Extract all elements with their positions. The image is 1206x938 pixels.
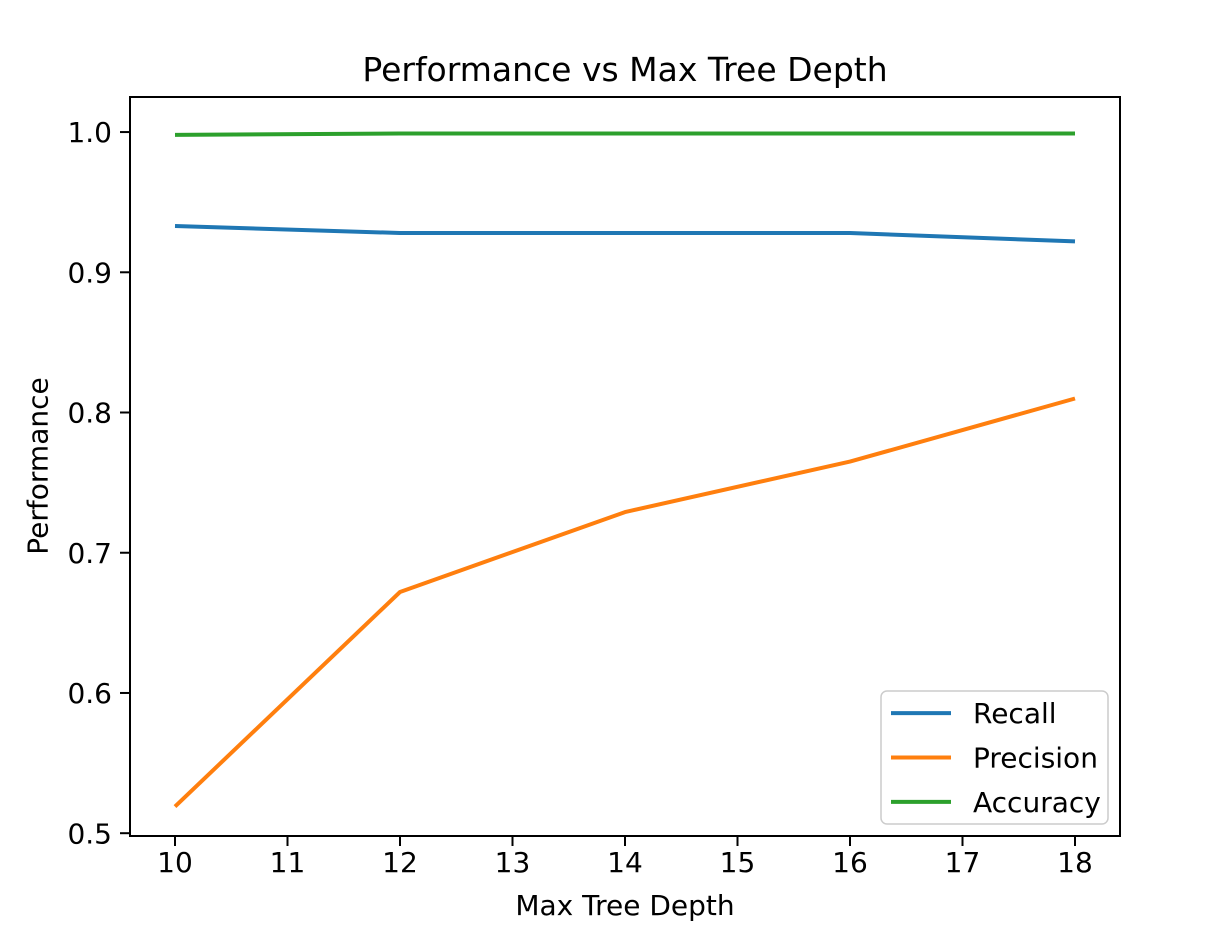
y-axis-label: Performance [21,377,55,555]
x-axis-tick-label: 17 [945,846,981,879]
y-axis-tick-label: 0.7 [67,537,112,570]
x-axis-label: Max Tree Depth [515,889,735,922]
legend-label-precision: Precision [973,742,1098,775]
legend-label-accuracy: Accuracy [973,786,1101,819]
x-axis-tick-label: 15 [720,846,756,879]
chart-title: Performance vs Max Tree Depth [362,50,888,89]
legend-label-recall: Recall [973,697,1057,730]
y-axis-tick-label: 0.5 [67,817,112,850]
x-axis-tick-label: 16 [832,846,868,879]
x-axis-tick-label: 13 [495,846,531,879]
x-axis-tick-label: 18 [1057,846,1093,879]
x-axis-tick-label: 12 [382,846,418,879]
plot-border [129,96,1121,837]
x-axis-tick-label: 10 [157,846,193,879]
series-line-accuracy [174,131,1075,137]
y-axis-tick-label: 0.6 [67,677,112,710]
y-axis-tick-label: 0.9 [67,256,112,289]
x-axis-tick-label: 14 [607,846,643,879]
x-axis-tick-label: 11 [270,846,306,879]
legend-box [880,690,1109,825]
y-axis-tick-label: 1.0 [67,116,112,149]
y-axis-tick-label: 0.8 [67,397,112,430]
series-line-recall [174,224,1076,244]
series-line-precision [173,396,1076,808]
